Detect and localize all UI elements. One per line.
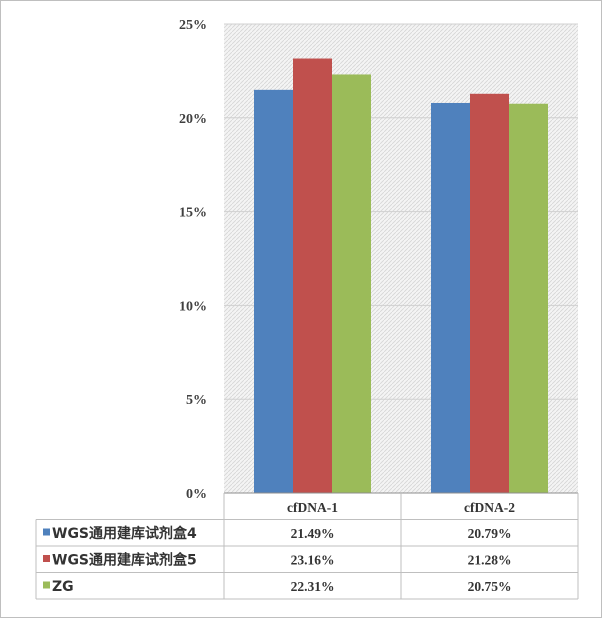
data-label: 21.49% <box>291 526 335 541</box>
y-tick-label: 5% <box>186 393 207 408</box>
legend-swatch <box>43 555 50 562</box>
data-label: 20.75% <box>468 579 512 594</box>
bar <box>293 58 332 493</box>
bar <box>332 74 371 493</box>
data-label: 22.31% <box>291 579 335 594</box>
y-tick-label: 10% <box>179 299 207 314</box>
y-tick-label: 0% <box>186 487 207 502</box>
data-label: 20.79% <box>468 526 512 541</box>
data-label: 23.16% <box>291 553 335 568</box>
bar <box>254 89 293 494</box>
legend-swatch <box>43 581 50 589</box>
series-name: WGS通用建库试剂盒5 <box>52 552 197 569</box>
data-label: 21.28% <box>468 553 512 568</box>
series-name: WGS通用建库试剂盒4 <box>52 525 197 542</box>
bar <box>470 93 509 493</box>
y-tick-label: 20% <box>179 112 207 127</box>
bar <box>431 102 470 493</box>
x-category-label: cfDNA-1 <box>287 500 338 515</box>
y-tick-label: 15% <box>179 206 207 221</box>
series-name: ZG <box>52 579 74 595</box>
y-tick-label: 25% <box>179 18 207 33</box>
x-category-label: cfDNA-2 <box>464 500 515 515</box>
legend-swatch <box>43 528 50 536</box>
bar <box>509 103 548 493</box>
